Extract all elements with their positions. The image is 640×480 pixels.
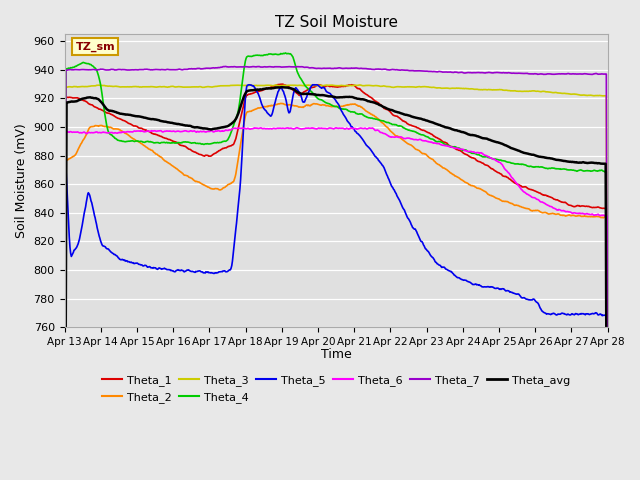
Theta_avg bbox=[529, 152, 537, 157]
Y-axis label: Soil Moisture (mV): Soil Moisture (mV) bbox=[15, 123, 28, 238]
Theta_7 bbox=[391, 67, 399, 72]
Theta_3 bbox=[391, 84, 399, 90]
Theta_2 bbox=[474, 185, 481, 191]
Theta_2 bbox=[408, 142, 415, 148]
Theta_7 bbox=[474, 70, 481, 75]
Theta_4 bbox=[391, 122, 399, 128]
Theta_3 bbox=[94, 82, 102, 88]
Theta_3 bbox=[408, 84, 415, 90]
Theta_4 bbox=[474, 152, 481, 157]
Line: Theta_7: Theta_7 bbox=[65, 66, 608, 480]
X-axis label: Time: Time bbox=[321, 348, 351, 361]
Theta_avg bbox=[408, 114, 415, 120]
Theta_5 bbox=[474, 282, 481, 288]
Theta_1 bbox=[408, 122, 415, 128]
Theta_7 bbox=[377, 66, 385, 72]
Theta_5 bbox=[408, 222, 415, 228]
Line: Theta_3: Theta_3 bbox=[65, 85, 608, 480]
Theta_1 bbox=[529, 187, 537, 193]
Theta_3 bbox=[529, 88, 537, 94]
Theta_5 bbox=[309, 82, 317, 88]
Theta_6 bbox=[293, 125, 301, 131]
Theta_6 bbox=[377, 130, 385, 135]
Theta_3 bbox=[377, 84, 385, 89]
Title: TZ Soil Moisture: TZ Soil Moisture bbox=[275, 15, 397, 30]
Theta_1 bbox=[279, 81, 287, 87]
Line: Theta_2: Theta_2 bbox=[65, 103, 608, 480]
Theta_2 bbox=[391, 132, 399, 138]
Theta_avg bbox=[278, 84, 285, 90]
Theta_4 bbox=[94, 71, 102, 76]
Line: Theta_5: Theta_5 bbox=[65, 85, 608, 480]
Theta_avg bbox=[391, 108, 399, 114]
Theta_5 bbox=[94, 228, 102, 233]
Theta_avg bbox=[94, 96, 102, 102]
Theta_6 bbox=[408, 136, 415, 142]
Theta_2 bbox=[277, 100, 285, 106]
Theta_1 bbox=[391, 113, 399, 119]
Theta_5 bbox=[391, 189, 399, 194]
Line: Theta_1: Theta_1 bbox=[65, 84, 608, 480]
Theta_1 bbox=[377, 102, 385, 108]
Theta_4 bbox=[529, 164, 537, 170]
Theta_1 bbox=[94, 105, 102, 111]
Theta_1 bbox=[474, 158, 481, 164]
Theta_2 bbox=[94, 123, 102, 129]
Theta_4 bbox=[282, 50, 289, 56]
Theta_7 bbox=[222, 63, 230, 69]
Line: Theta_4: Theta_4 bbox=[65, 53, 608, 480]
Theta_7 bbox=[408, 68, 415, 73]
Legend: Theta_1, Theta_2, Theta_3, Theta_4, Theta_5, Theta_6, Theta_7, Theta_avg: Theta_1, Theta_2, Theta_3, Theta_4, Thet… bbox=[98, 371, 574, 407]
Theta_7 bbox=[94, 67, 102, 72]
Theta_avg bbox=[474, 133, 481, 139]
Theta_3 bbox=[272, 82, 280, 88]
Theta_6 bbox=[391, 134, 399, 140]
Line: Theta_avg: Theta_avg bbox=[65, 87, 608, 480]
Theta_avg bbox=[377, 103, 385, 108]
Theta_5 bbox=[377, 160, 385, 166]
Theta_5 bbox=[529, 296, 537, 302]
Theta_6 bbox=[529, 195, 537, 201]
Line: Theta_6: Theta_6 bbox=[65, 128, 608, 480]
Theta_6 bbox=[474, 150, 481, 156]
Theta_4 bbox=[377, 118, 385, 123]
Theta_2 bbox=[529, 208, 537, 214]
Theta_2 bbox=[377, 119, 385, 124]
Theta_4 bbox=[408, 128, 415, 134]
Theta_7 bbox=[529, 71, 537, 77]
Theta_3 bbox=[474, 86, 481, 92]
Theta_6 bbox=[94, 130, 102, 135]
Text: TZ_sm: TZ_sm bbox=[76, 41, 115, 51]
